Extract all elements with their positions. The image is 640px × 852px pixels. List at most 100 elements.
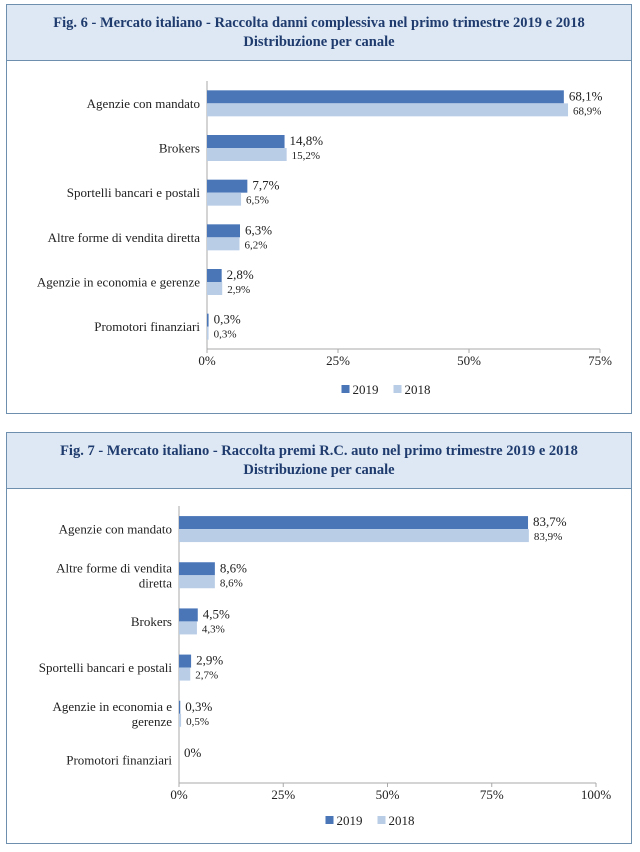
- data-label-2018: 15,2%: [292, 150, 320, 162]
- bar-2019: [207, 90, 564, 104]
- x-tick-label: 50%: [376, 787, 400, 802]
- data-label-2018: 0,3%: [214, 329, 237, 341]
- bar-2018: [207, 326, 209, 340]
- data-label-2019: 0,3%: [214, 312, 241, 327]
- legend-label-2018: 2018: [405, 382, 431, 397]
- bar-2018: [179, 667, 191, 681]
- chart-fig7: 0% 25% 50% 75% 100% Agenzie con mandato 83,7% 8…: [39, 506, 612, 828]
- bar-2018: [179, 713, 182, 727]
- chart-area: 0% 25% 50% 75% 100% Agenzie con mandato 83,7% 8…: [7, 489, 631, 843]
- category-label-line: Brokers: [131, 614, 172, 629]
- x-tick-label: 0%: [170, 787, 188, 802]
- x-tick-label: 25%: [326, 353, 350, 368]
- bar-2018: [207, 148, 287, 161]
- data-label-2018: 0,5%: [186, 716, 209, 728]
- figure-header: Fig. 6 - Mercato italiano - Raccolta dan…: [7, 5, 631, 61]
- legend-label-2019: 2019: [337, 813, 363, 828]
- bar-2019: [179, 700, 181, 714]
- x-tick-label: 75%: [588, 353, 612, 368]
- legend-label-2019: 2019: [353, 382, 379, 397]
- category-label-line: Agenzie con mandato: [59, 522, 172, 537]
- category-label: Altre forme di vendita diretta: [56, 560, 172, 590]
- category-label: Brokers: [131, 614, 172, 629]
- bar-2018: [179, 575, 215, 589]
- data-label-2018: 6,2%: [244, 239, 267, 251]
- category-label-line: gerenze: [132, 714, 173, 729]
- bar-2019: [207, 269, 222, 282]
- category-label-line: Altre forme di vendita diretta: [48, 230, 201, 245]
- figure-title: Fig. 7 - Mercato italiano - Raccolta pre…: [60, 443, 578, 459]
- category-label: Brokers: [159, 141, 200, 156]
- figure-subtitle: Distribuzione per canale: [243, 34, 395, 50]
- category-label: Agenzie in economia e gerenze: [53, 699, 173, 729]
- category-label: Agenzie con mandato: [59, 522, 172, 537]
- category-label-line: Altre forme di vendita: [56, 560, 172, 575]
- category-label-line: Agenzie con mandato: [87, 96, 200, 111]
- data-label-2019: 7,7%: [252, 178, 279, 193]
- category-label-line: Sportelli bancari e postali: [39, 660, 173, 675]
- category-label-line: Agenzie in economia e: [53, 699, 173, 714]
- data-label-2019: 2,9%: [196, 653, 223, 668]
- x-tick-label: 50%: [457, 353, 481, 368]
- figure-subtitle: Distribuzione per canale: [243, 462, 395, 478]
- figure-title: Fig. 6 - Mercato italiano - Raccolta dan…: [53, 15, 585, 31]
- data-label-2018: 8,6%: [220, 577, 243, 589]
- bar-2018: [207, 103, 569, 117]
- data-label-2018: 68,9%: [573, 105, 601, 117]
- category-label-line: diretta: [139, 575, 172, 590]
- x-tick-label: 100%: [581, 787, 612, 802]
- data-label-2018: 2,7%: [195, 670, 218, 682]
- bar-2018: [207, 192, 242, 206]
- x-tick-label: 25%: [271, 787, 295, 802]
- category-label-line: Sportelli bancari e postali: [67, 185, 201, 200]
- category-label: Promotori finanziari: [94, 319, 200, 334]
- x-tick-label: 0%: [198, 353, 216, 368]
- chart-fig6: 0% 25% 50% 75% Agenzie con mandato 68,1% 68,9%…: [37, 81, 612, 397]
- bar-2018: [207, 237, 240, 251]
- bar-2019: [207, 313, 209, 327]
- figure-panel-6: Fig. 6 - Mercato italiano - Raccolta dan…: [6, 4, 632, 414]
- bar-2019: [179, 608, 198, 622]
- data-label-2019: 68,1%: [569, 88, 603, 103]
- category-label: Agenzie in economia e gerenze: [37, 275, 200, 290]
- legend-swatch-2019: [341, 385, 350, 393]
- category-label: Sportelli bancari e postali: [39, 660, 173, 675]
- figure-panel-7: Fig. 7 - Mercato italiano - Raccolta pre…: [6, 432, 632, 844]
- bar-2019: [207, 135, 285, 148]
- data-label-2019: 83,7%: [533, 514, 567, 529]
- category-label: Sportelli bancari e postali: [67, 185, 201, 200]
- data-label-2018: 2,9%: [227, 284, 250, 296]
- data-label-2019: 2,8%: [227, 267, 254, 282]
- bar-2019: [207, 179, 248, 193]
- category-label-line: Promotori finanziari: [94, 319, 200, 334]
- figure-header: Fig. 7 - Mercato italiano - Raccolta pre…: [7, 433, 631, 489]
- category-label: Promotori finanziari: [66, 752, 172, 767]
- x-tick-label: 75%: [480, 787, 504, 802]
- data-label-2019: 8,6%: [220, 560, 247, 575]
- bar-2018: [207, 282, 223, 295]
- bar-2019: [179, 562, 215, 576]
- data-label-2018: 6,5%: [246, 195, 269, 207]
- category-label: Agenzie con mandato: [87, 96, 200, 111]
- bar-2018: [179, 621, 197, 635]
- data-label-2018: 4,3%: [202, 623, 225, 635]
- data-label-2019: 0%: [184, 745, 202, 760]
- chart-area: 0% 25% 50% 75% Agenzie con mandato 68,1% 68,9%…: [7, 61, 631, 413]
- legend-swatch-2018: [393, 385, 402, 393]
- bar-2019: [207, 224, 241, 238]
- data-label-2019: 6,3%: [245, 222, 272, 237]
- data-label-2019: 0,3%: [185, 699, 212, 714]
- category-label-line: Agenzie in economia e gerenze: [37, 275, 200, 290]
- category-label-line: Promotori finanziari: [66, 752, 172, 767]
- data-label-2019: 4,5%: [203, 606, 230, 621]
- bar-2019: [179, 654, 192, 668]
- legend-swatch-2018: [377, 816, 386, 824]
- category-label: Altre forme di vendita diretta: [48, 230, 201, 245]
- legend-swatch-2019: [325, 816, 334, 824]
- bar-2019: [179, 516, 529, 530]
- data-label-2019: 14,8%: [290, 133, 324, 148]
- legend-label-2018: 2018: [389, 813, 415, 828]
- data-label-2018: 83,9%: [534, 531, 562, 543]
- category-label-line: Brokers: [159, 141, 200, 156]
- bar-2018: [179, 529, 529, 543]
